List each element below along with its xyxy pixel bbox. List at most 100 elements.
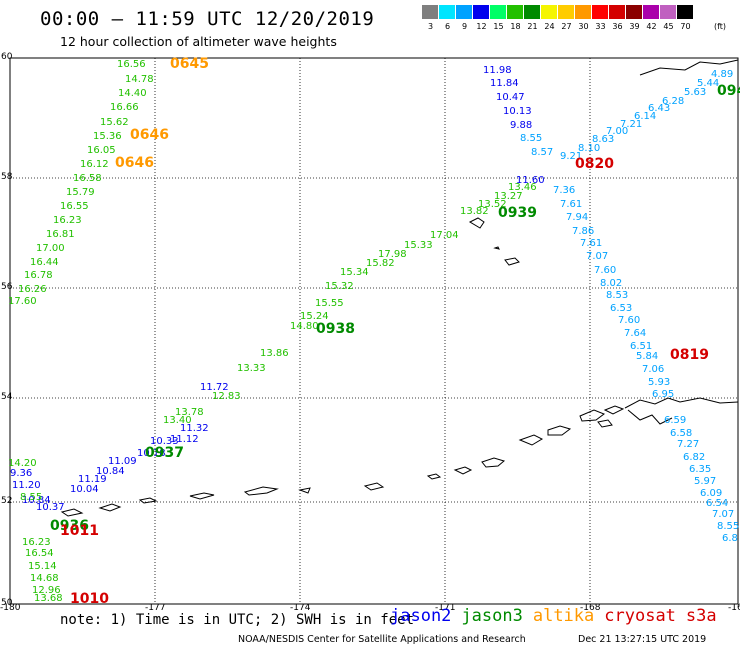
- scale-bin: 45: [660, 5, 677, 31]
- footnote: note: 1) Time is in UTC; 2) SWH is in fe…: [60, 612, 415, 628]
- pass-time-label: 0938: [316, 321, 355, 337]
- generated-timestamp: Dec 21 13:27:15 UTC 2019: [578, 634, 707, 645]
- wave-height-label: 7.21: [620, 119, 642, 130]
- wave-height-label: 6.58: [670, 428, 692, 439]
- longitude-label: -168: [580, 603, 601, 613]
- scale-bin: 18: [507, 5, 524, 31]
- wave-height-label: 9.36: [10, 468, 32, 479]
- wave-height-label: 11.72: [200, 382, 229, 393]
- pass-time-label: 0939: [498, 205, 537, 221]
- wave-height-label: 11.84: [490, 78, 519, 89]
- pass-time-label: 0646: [130, 127, 169, 143]
- wave-height-label: 14.40: [118, 88, 147, 99]
- wave-height-label: 17.60: [8, 296, 37, 307]
- wave-height-label: 14.20: [8, 458, 37, 469]
- scale-label: 15: [493, 22, 504, 31]
- scale-swatch: [507, 5, 524, 19]
- wave-height-label: 8.10: [578, 143, 600, 154]
- scale-label: 9: [461, 22, 468, 31]
- scale-swatch: [473, 5, 490, 19]
- pribilof-1: [468, 217, 485, 229]
- wave-height-label: 9.88: [510, 120, 532, 131]
- latitude-label: 52: [1, 496, 13, 506]
- map-frame: [9, 57, 739, 605]
- wave-height-label: 17.98: [378, 249, 407, 260]
- wave-height-label: 16.23: [53, 215, 82, 226]
- wave-height-label: 14.80: [290, 321, 319, 332]
- wave-height-label: 13.33: [237, 363, 266, 374]
- aleutian-14: [603, 405, 625, 415]
- scale-swatch: [575, 5, 592, 19]
- scale-bin: 42: [643, 5, 660, 31]
- wave-height-label: 15.82: [366, 258, 395, 269]
- wave-height-label: 8.53: [606, 290, 628, 301]
- wave-height-label: 6.53: [610, 303, 632, 314]
- pass-time-label: 0936: [50, 518, 89, 534]
- legend-jason3: jason3: [461, 606, 523, 626]
- wave-height-label: 11.32: [180, 423, 209, 434]
- pass-time-label: 1011: [60, 523, 99, 539]
- aleutian-12: [60, 508, 84, 517]
- wave-height-label: 15.36: [93, 131, 122, 142]
- wave-height-label: 8.57: [531, 147, 553, 158]
- wave-height-label: 10.37: [36, 502, 65, 513]
- wave-height-label: 16.12: [80, 159, 109, 170]
- wave-height-label: 16.44: [30, 257, 59, 268]
- page-subtitle: 12 hour collection of altimeter wave hei…: [60, 34, 337, 49]
- scale-label: 33: [595, 22, 606, 31]
- wave-height-label: 16.05: [87, 145, 116, 156]
- wave-height-label: 5.63: [684, 87, 706, 98]
- scale-bin: 3: [422, 5, 439, 31]
- wave-height-label: 8.55: [717, 521, 739, 532]
- wave-height-label: 16.54: [25, 548, 54, 559]
- wave-height-label: 6.14: [634, 111, 656, 122]
- scale-bin: 33: [592, 5, 609, 31]
- wave-height-label: 13.68: [34, 593, 63, 604]
- unalaska: [597, 419, 613, 428]
- wave-height-label: 13.27: [494, 191, 523, 202]
- aleutian-10: [138, 497, 158, 504]
- scale-swatch: [592, 5, 609, 19]
- scale-bin: 39: [626, 5, 643, 31]
- wave-height-label: 4.89: [711, 69, 733, 80]
- scale-swatch: [643, 5, 660, 19]
- scale-label: 6: [444, 22, 451, 31]
- wave-height-label: 7.86: [572, 226, 594, 237]
- wave-height-label: 7.61: [560, 199, 582, 210]
- wave-height-label: 16.26: [18, 284, 47, 295]
- scale-unit: (ft): [714, 22, 727, 31]
- wave-height-label: 7.07: [712, 509, 734, 520]
- pass-time-label: 0646: [115, 155, 154, 171]
- wave-height-label: 6.8: [722, 533, 738, 544]
- altimeter-tracks: 0645 0646 0646 16.56 14.78 14.40 16.66 15.62 15.…: [8, 56, 740, 607]
- scale-label: 30: [578, 22, 589, 31]
- wave-height-label: 11.20: [12, 480, 41, 491]
- wave-height-label: 15.14: [28, 561, 57, 572]
- scale-label: 27: [561, 22, 572, 31]
- longitude-label: -177: [145, 603, 166, 613]
- latitude-label: 58: [1, 172, 13, 182]
- wave-height-label: 13.82: [460, 206, 489, 217]
- wave-height-label: 5.97: [694, 476, 716, 487]
- wave-height-label: 10.18: [137, 448, 166, 459]
- color-scale: 3 6 9 12 15 18 21 24 27 30 33 36 39 42 45 70: [422, 5, 694, 31]
- wave-height-label: 17.00: [36, 243, 65, 254]
- wave-height-label: 15.32: [325, 281, 354, 292]
- wave-height-label: 7.94: [566, 212, 588, 223]
- scale-swatch: [626, 5, 643, 19]
- wave-height-label: 10.47: [496, 92, 525, 103]
- wave-height-label: 7.06: [642, 364, 664, 375]
- pass-time-label: 0645: [170, 56, 209, 72]
- wave-height-label: 6.09: [700, 488, 722, 499]
- aleutian-13: [579, 409, 606, 422]
- wave-height-label: 10.13: [503, 106, 532, 117]
- scale-label: 45: [663, 22, 674, 31]
- wave-height-label: 15.62: [100, 117, 129, 128]
- scale-label: 39: [629, 22, 640, 31]
- latitude-label: 50: [1, 598, 13, 608]
- scale-bin: 12: [473, 5, 490, 31]
- longitude-label: -180: [0, 603, 21, 613]
- scale-bin: 6: [439, 5, 456, 31]
- pribilof-3: [493, 246, 500, 250]
- legend-jason2: jason2: [390, 606, 452, 626]
